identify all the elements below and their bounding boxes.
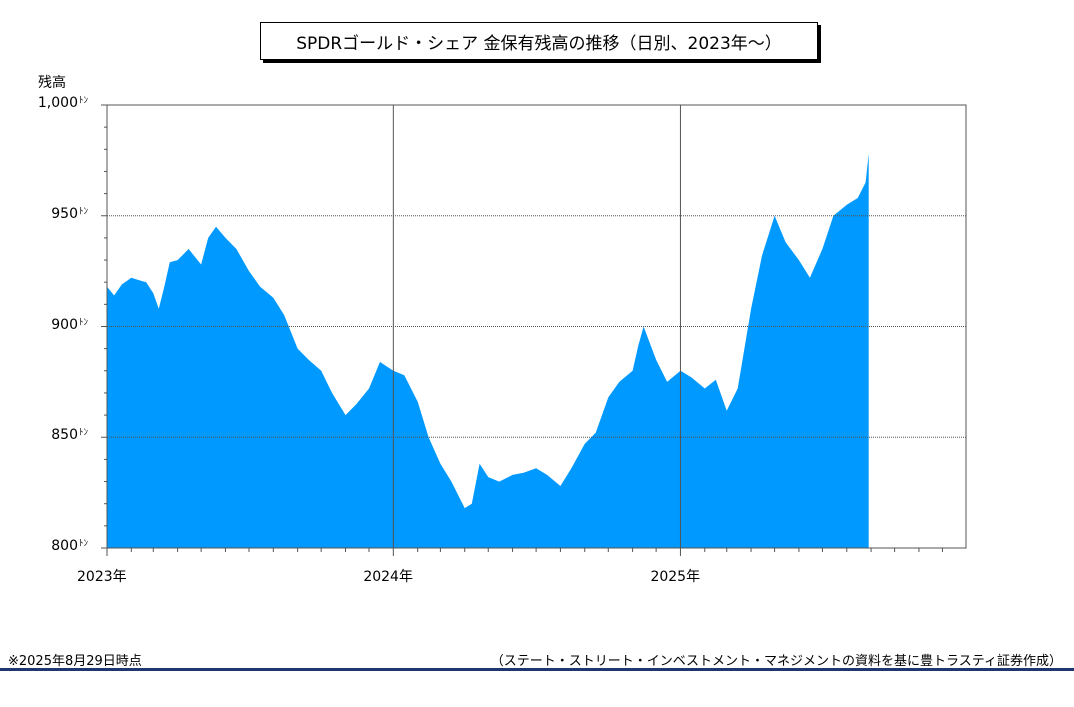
x-tick-label: 2025年: [650, 569, 701, 585]
y-tick-label: 1,000ﾄﾝ: [37, 95, 88, 111]
y-axis-title: 残高: [38, 75, 66, 91]
source-note: （ステート・ストリート・インベストメント・マネジメントの資料を基に豊トラスティ証…: [490, 654, 1062, 669]
chart-title: SPDRゴールド・シェア 金保有残高の推移（日別、2023年～）: [260, 22, 818, 60]
y-tick-label: 950ﾄﾝ: [51, 205, 88, 222]
x-tick-label: 2023年: [77, 569, 127, 585]
footer-rule: [0, 668, 1074, 671]
as-of-note: ※2025年8月29日時点: [8, 654, 142, 669]
x-tick-label: 2024年: [363, 569, 413, 585]
y-tick-label: 800ﾄﾝ: [51, 538, 88, 554]
y-tick-label: 900ﾄﾝ: [51, 316, 88, 333]
series-area: [107, 153, 869, 548]
y-tick-label: 850ﾄﾝ: [51, 427, 88, 444]
